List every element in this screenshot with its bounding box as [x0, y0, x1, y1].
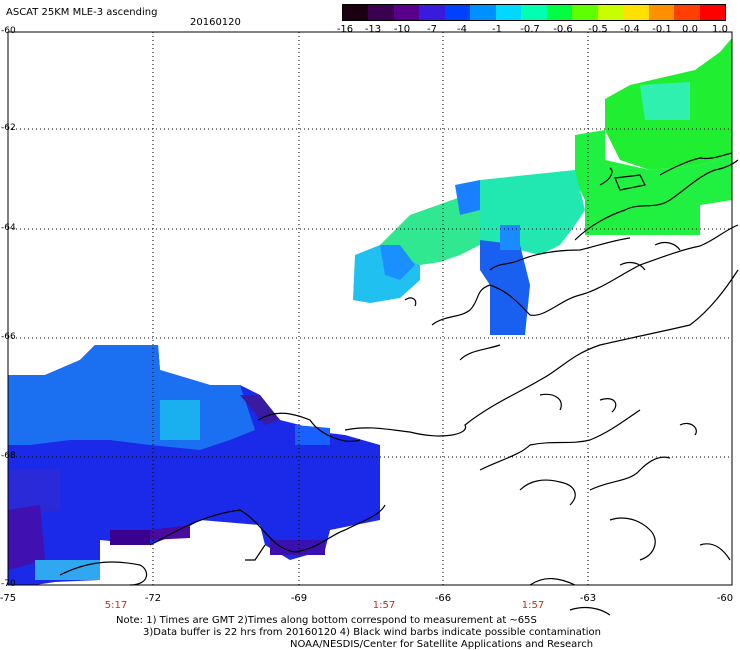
note-line-1: Note: 1) Times are GMT 2)Times along bot…	[116, 615, 537, 626]
note-line-3: NOAA/NESDIS/Center for Satellite Applica…	[290, 639, 594, 650]
color-swatch	[495, 5, 522, 20]
color-swatch	[623, 5, 649, 20]
color-swatch	[648, 5, 675, 20]
graticule	[8, 32, 732, 585]
color-swatch	[444, 5, 471, 20]
color-scale-label: -0.6	[553, 24, 573, 35]
color-scale-label: -0.5	[588, 24, 608, 35]
latitude-label: -66	[1, 332, 16, 342]
longitude-label: -69	[290, 593, 308, 604]
time-label: 5:17	[104, 600, 128, 611]
longitude-label: -75	[0, 593, 17, 604]
coastline	[59, 152, 739, 616]
color-scale-label: -1	[492, 24, 502, 35]
note-line-2: 3)Data buffer is 22 hrs from 20160120 4)…	[143, 627, 601, 638]
color-swatch	[521, 5, 547, 20]
latitude-label: -64	[1, 223, 16, 233]
color-swatch	[699, 5, 726, 20]
color-scale-label: -0.4	[620, 24, 640, 35]
latitude-label: -60	[1, 26, 16, 36]
color-scale-label: -13	[364, 24, 382, 35]
color-swatch	[368, 5, 394, 20]
longitude-label: -66	[434, 593, 452, 604]
swath-west	[8, 345, 380, 585]
color-scale-label: 1.0	[712, 24, 728, 35]
color-swatch	[674, 5, 700, 20]
color-swatch	[393, 5, 420, 20]
color-scale-label: -0.7	[520, 24, 540, 35]
color-swatch	[572, 5, 598, 20]
longitude-label: -60	[716, 593, 734, 604]
map-title: ASCAT 25KM MLE-3 ascending	[6, 7, 158, 18]
color-swatch	[597, 5, 624, 20]
swath-east	[353, 38, 732, 335]
longitude-label: -72	[144, 593, 162, 604]
longitude-label: -63	[579, 593, 597, 604]
latitude-label: -62	[1, 123, 16, 133]
time-label: 1:57	[372, 600, 396, 611]
latitude-label: -70	[1, 579, 16, 589]
color-swatch	[419, 5, 445, 20]
map-frame	[7, 31, 733, 586]
color-scale-label: -4	[457, 24, 467, 35]
color-swatch	[470, 5, 496, 20]
time-label: 1:57	[521, 600, 545, 611]
color-scale-label: -16	[336, 24, 354, 35]
color-scale-label: -0.1	[652, 24, 672, 35]
color-scale-label: -7	[427, 24, 437, 35]
color-scale-label: -10	[393, 24, 411, 35]
color-swatch	[343, 5, 369, 20]
color-swatch	[546, 5, 573, 20]
map-date: 20160120	[190, 17, 241, 28]
color-scale-bar	[342, 4, 726, 21]
latitude-label: -68	[1, 451, 16, 461]
color-scale-label: 0.0	[682, 24, 698, 35]
